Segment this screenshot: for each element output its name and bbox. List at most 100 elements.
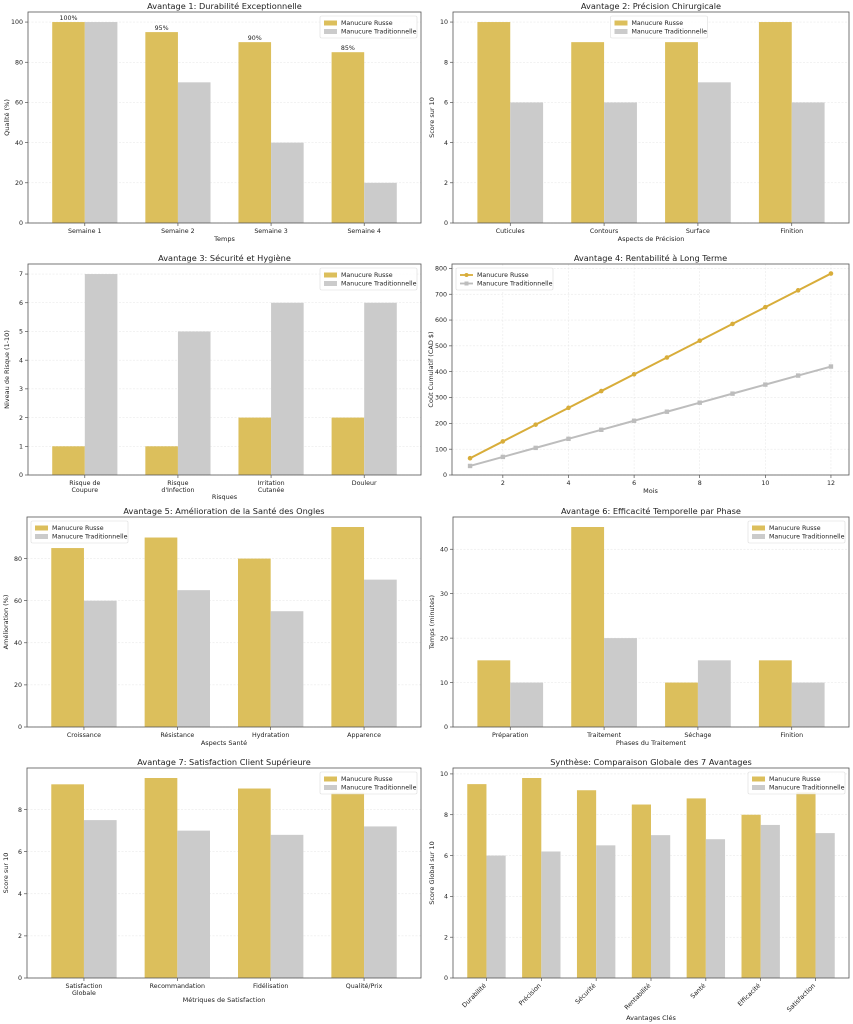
bar-russe bbox=[477, 22, 511, 223]
x-tick-label: Globale bbox=[72, 990, 96, 997]
point-traditionnelle bbox=[533, 445, 538, 451]
legend-label-traditionnelle: Manucure Traditionnelle bbox=[341, 29, 417, 36]
x-tick-label: Recommandation bbox=[150, 983, 205, 990]
y-tick-label: 2 bbox=[19, 415, 23, 422]
bar-traditionnelle bbox=[364, 579, 397, 727]
x-tick-label: Durabilité bbox=[460, 982, 488, 1010]
legend-swatch-traditionnelle bbox=[752, 785, 765, 790]
point-traditionnelle bbox=[697, 400, 702, 405]
x-tick-label: Irritation bbox=[258, 480, 285, 487]
bar-russe bbox=[331, 527, 365, 727]
y-tick-label: 2 bbox=[444, 934, 448, 941]
y-tick-label: 20 bbox=[440, 635, 448, 642]
y-axis-label: Niveau de Risque (1-10) bbox=[3, 330, 11, 409]
y-tick-label: 4 bbox=[18, 891, 22, 898]
bar-russe bbox=[51, 784, 84, 978]
y-axis-label: Amélioration (%) bbox=[2, 595, 10, 650]
y-tick-label: 300 bbox=[435, 395, 447, 402]
bar-russe bbox=[686, 798, 706, 978]
y-tick-label: 6 bbox=[444, 100, 448, 107]
bar-russe bbox=[796, 792, 816, 978]
y-tick-label: 10 bbox=[440, 771, 448, 778]
axes-frame bbox=[26, 516, 422, 728]
point-traditionnelle bbox=[795, 373, 801, 378]
legend-label-traditionnelle: Manucure Traditionnelle bbox=[769, 534, 845, 541]
y-tick-label: 0 bbox=[19, 220, 23, 227]
legend: Manucure Russe Manucure Traditionnelle bbox=[319, 15, 418, 39]
chart-title: Synthèse: Comparaison Globale des 7 Avan… bbox=[550, 757, 752, 767]
chart-title: Avantage 1: Durabilité Exceptionnelle bbox=[147, 1, 302, 11]
x-tick-label: Douleur bbox=[352, 480, 377, 487]
bar-russe bbox=[52, 22, 85, 223]
point-traditionnelle bbox=[566, 436, 571, 442]
bar-russe bbox=[758, 22, 792, 223]
x-tick-label: Cutanée bbox=[258, 486, 285, 494]
y-tick-label: 3 bbox=[19, 386, 23, 393]
x-axis-label: Avantages Clés bbox=[626, 1014, 676, 1022]
data-label: 95% bbox=[155, 25, 169, 32]
legend-label-russe: Manucure Russe bbox=[769, 776, 821, 783]
x-tick-label: Satisfaction bbox=[786, 982, 817, 1013]
bar-traditionnelle bbox=[177, 331, 211, 475]
x-tick-label: Précision bbox=[517, 982, 543, 1008]
x-tick-label: Séchage bbox=[684, 731, 711, 739]
legend-label-traditionnelle: Manucure Traditionnelle bbox=[477, 281, 553, 288]
bar-russe bbox=[331, 417, 365, 475]
legend-label-traditionnelle: Manucure Traditionnelle bbox=[632, 29, 708, 36]
axes-frame bbox=[27, 263, 422, 476]
x-tick-label: Traitement bbox=[586, 732, 621, 739]
bar-russe bbox=[467, 784, 487, 978]
point-traditionnelle bbox=[763, 382, 768, 387]
bar-traditionnelle bbox=[697, 82, 731, 223]
chart-title: Avantage 4: Rentabilité à Long Terme bbox=[574, 253, 727, 263]
bar-traditionnelle bbox=[815, 833, 835, 978]
y-tick-label: 4 bbox=[19, 357, 23, 364]
x-tick-label: Risque de bbox=[69, 480, 100, 487]
y-tick-label: 0 bbox=[18, 975, 22, 982]
x-tick-label: Contours bbox=[590, 228, 618, 235]
legend-box bbox=[319, 771, 418, 795]
y-tick-label: 60 bbox=[15, 100, 23, 107]
legend-label-russe: Manucure Russe bbox=[52, 525, 104, 532]
x-axis-label: Métriques de Satisfaction bbox=[183, 996, 266, 1004]
y-tick-label: 0 bbox=[444, 220, 448, 227]
chart-panel-5: Avantage 5: Amélioration de la Santé des… bbox=[2, 506, 422, 747]
bar-traditionnelle bbox=[541, 851, 561, 978]
chart-panel-7: Avantage 7: Satisfaction Client Supérieu… bbox=[2, 757, 422, 1004]
x-tick-label: Sécurité bbox=[574, 982, 598, 1006]
bar-traditionnelle bbox=[510, 682, 544, 727]
y-tick-label: 0 bbox=[443, 472, 447, 479]
x-axis-label: Temps bbox=[213, 235, 235, 243]
bar-traditionnelle bbox=[364, 182, 397, 223]
x-tick-label: Finition bbox=[780, 228, 803, 235]
legend-label-traditionnelle: Manucure Traditionnelle bbox=[341, 281, 417, 288]
x-tick-label: 10 bbox=[761, 480, 769, 487]
bar-russe bbox=[741, 814, 761, 978]
bar-russe bbox=[52, 446, 85, 475]
bar-russe bbox=[571, 42, 605, 224]
x-tick-label: 4 bbox=[566, 480, 570, 487]
chart-panel-3: Avantage 3: Sécurité et Hygiène 0 1 2 3 4 5 6 7 R… bbox=[3, 253, 422, 501]
y-tick-label: 4 bbox=[444, 894, 448, 901]
bar-traditionnelle bbox=[705, 839, 726, 978]
chart-panel-1: Avantage 1: Durabilité Exceptionnelle 0 20… bbox=[3, 1, 422, 243]
legend-swatch-traditionnelle bbox=[35, 534, 48, 539]
point-traditionnelle bbox=[664, 409, 670, 414]
y-tick-label: 8 bbox=[18, 807, 22, 814]
legend: Manucure Russe Manucure Traditionnelle bbox=[455, 267, 554, 291]
y-axis-label: Score sur 10 bbox=[428, 97, 436, 138]
y-tick-label: 0 bbox=[19, 472, 23, 479]
chart-panel-4: Avantage 4: Rentabilité à Long Terme 0 100… bbox=[427, 253, 850, 495]
bar-traditionnelle bbox=[604, 638, 637, 727]
y-tick-label: 20 bbox=[15, 180, 23, 187]
point-traditionnelle bbox=[500, 454, 506, 460]
x-axis-label: Mois bbox=[643, 487, 658, 495]
x-tick-label: 6 bbox=[632, 480, 636, 487]
legend-box bbox=[610, 15, 708, 39]
legend-swatch-russe bbox=[324, 272, 337, 278]
bar-traditionnelle bbox=[791, 682, 825, 727]
legend-label-russe: Manucure Russe bbox=[632, 20, 684, 27]
x-tick-label: Cuticules bbox=[496, 228, 525, 235]
x-tick-label: Croissance bbox=[67, 732, 101, 739]
